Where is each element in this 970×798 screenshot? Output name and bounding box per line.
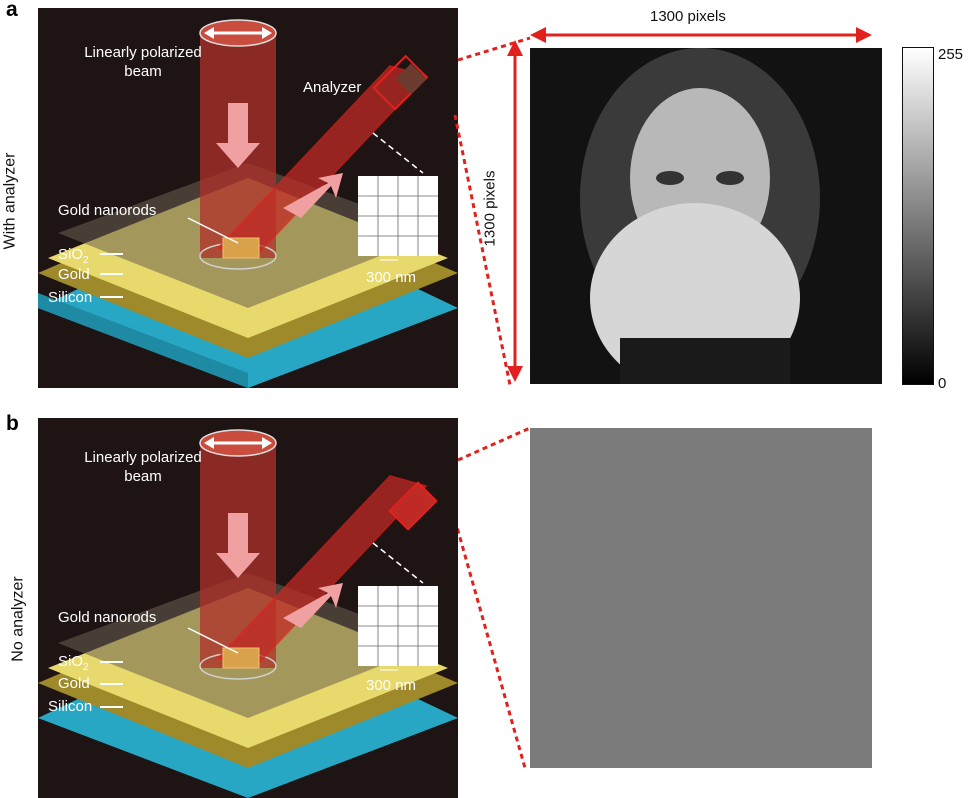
scale-label-b: 300 nm [366,677,417,694]
colorbar [902,47,934,385]
layer-gold-label-b: Gold [58,675,90,692]
beam-label: Linearly polarized beam [84,44,202,80]
beam-label-b: Linearly polarized beam [84,449,202,485]
panel-letter-a: a [6,0,18,21]
scene-b-graphic [38,429,458,798]
analyzer-label: Analyzer [303,79,362,96]
nanorods-label-b: Gold nanorods [58,609,157,626]
scene-a-graphic [38,19,458,388]
panel-letter-b: b [6,412,19,435]
layer-sio2-label: SiO2 [58,246,89,266]
scale-label: 300 nm [366,269,417,286]
side-label-no-analyzer: No analyzer [9,576,27,662]
layer-gold-label: Gold [58,266,90,283]
silicon-left [38,293,248,388]
height-label: 1300 pixels [481,170,499,247]
uniform-grey-image [530,428,872,768]
colorbar-max-label: 255 [938,46,964,63]
portrait-image [530,48,882,393]
layer-sio2-label-b: SiO2 [58,653,89,673]
side-label-with-analyzer: With analyzer [1,152,19,250]
scene-a: Linearly polarized beam Analyzer Gold na… [38,8,458,388]
width-label: 1300 pixels [650,8,726,25]
layer-silicon-label: Silicon [48,289,93,306]
colorbar-min-label: 0 [938,375,947,392]
scene-b: Linearly polarized beam Gold nanorods Si… [38,418,458,798]
nanorods-label: Gold nanorods [58,202,157,219]
layer-silicon-label-b: Silicon [48,698,93,715]
